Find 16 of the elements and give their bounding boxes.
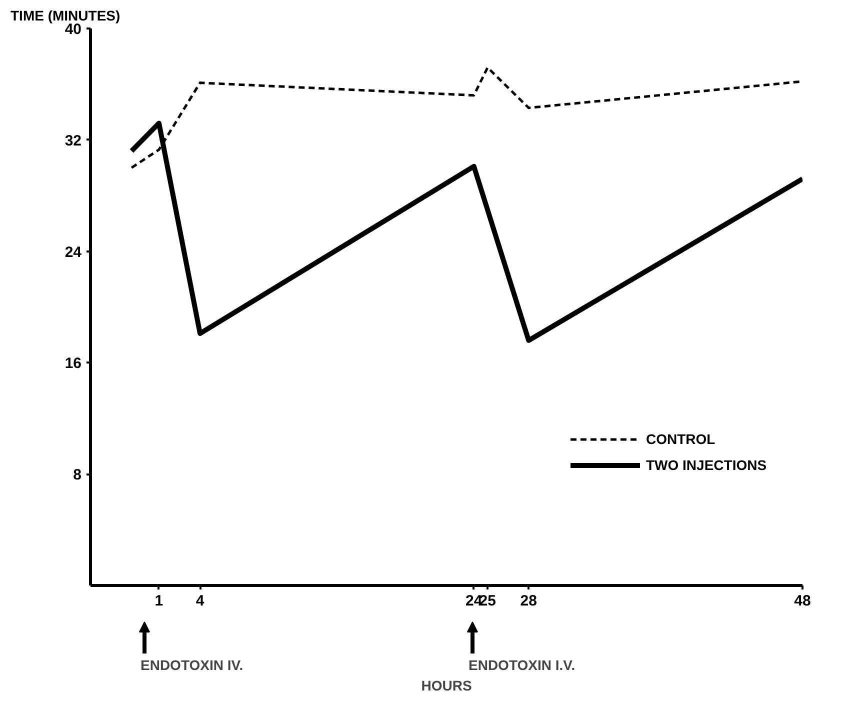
- x-tick-label: 48: [794, 592, 811, 610]
- y-tick-label: 32: [64, 132, 82, 150]
- y-tick-label: 8: [73, 466, 82, 484]
- x-tick-label: 1: [154, 592, 164, 610]
- y-axis-title: TIME (MINUTES): [10, 8, 120, 24]
- x-tick-label: 4: [196, 592, 205, 610]
- legend-label: CONTROL: [646, 431, 716, 447]
- legend-label: TWO INJECTIONS: [646, 457, 767, 473]
- x-tick-label: 25: [479, 592, 496, 610]
- x-tick-label: 28: [520, 592, 537, 610]
- text: ENDOTOXIN IV.: [140, 657, 244, 673]
- y-tick-label: 24: [64, 244, 82, 261]
- y-tick-label: 16: [64, 355, 82, 372]
- x-axis-title: HOURS: [421, 677, 472, 694]
- y-tick-label: 40: [64, 21, 82, 38]
- text: ENDOTOXIN I.V.: [468, 657, 576, 673]
